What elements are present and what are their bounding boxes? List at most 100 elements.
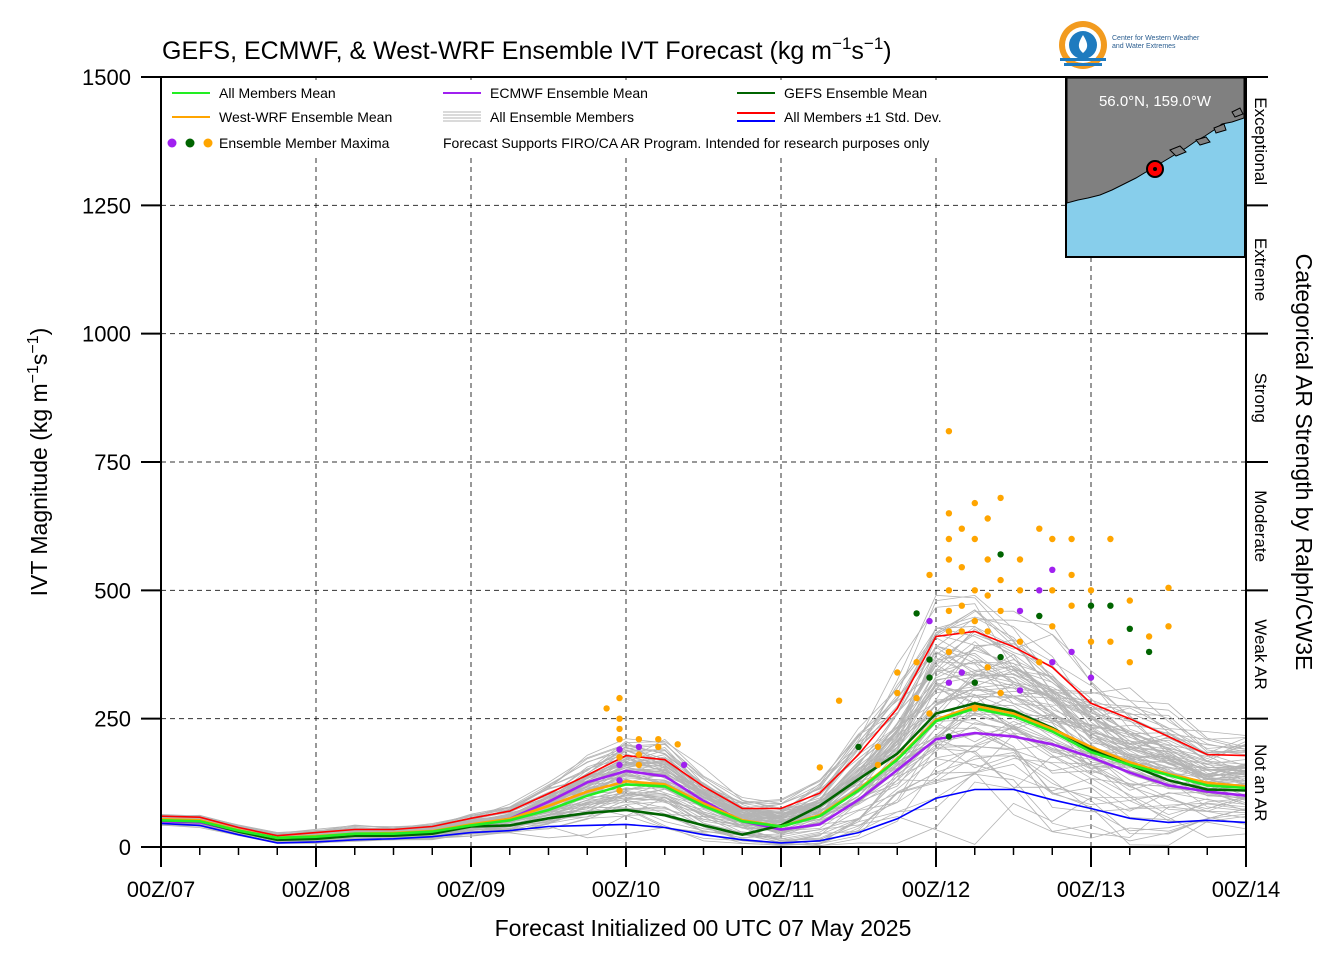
maxima-point	[1126, 597, 1134, 604]
ensemble-member-line	[160, 637, 1247, 836]
ensemble-member-line	[161, 771, 1247, 846]
legend-wrf-mean: West-WRF Ensemble Mean	[219, 109, 392, 125]
maxima-point	[835, 697, 843, 704]
maxima-point	[655, 736, 662, 743]
maxima-point	[1107, 602, 1114, 609]
ensemble-member-line	[160, 633, 1247, 836]
maxima-point	[616, 787, 623, 794]
std_lower-line	[160, 788, 1247, 844]
legend-std: All Members ±1 Std. Dev.	[784, 109, 942, 125]
maxima-point	[971, 705, 978, 712]
y-tick-label: 1000	[82, 322, 131, 347]
maxima-point	[855, 743, 862, 751]
ensemble-member-line	[160, 610, 1247, 835]
maxima-point	[926, 710, 933, 717]
ensemble-member-line	[160, 708, 1247, 839]
maxima-point	[1016, 556, 1024, 563]
ar-category-label: Moderate	[1251, 490, 1270, 562]
maxima-point	[1165, 623, 1172, 630]
y-axis-label: IVT Magnitude (kg m−1s−1)	[25, 328, 52, 597]
legend: All Members Mean West-WRF Ensemble Mean …	[164, 80, 1044, 158]
maxima-point	[945, 428, 953, 435]
ensemble-member-line	[160, 707, 1247, 838]
maxima-point	[616, 715, 623, 722]
maxima-point	[603, 705, 610, 712]
ar-category-label: Extreme	[1251, 238, 1270, 301]
maxima-point	[997, 576, 1004, 584]
maxima-point	[894, 689, 901, 697]
maxima-point	[945, 733, 953, 740]
maxima-point	[913, 610, 920, 617]
maxima-point	[1068, 571, 1075, 579]
maxima-point	[1036, 587, 1043, 594]
maxima-point	[1087, 674, 1095, 681]
y-tick-label: 0	[119, 835, 131, 860]
maxima-point	[616, 725, 623, 733]
maxima-point	[635, 751, 643, 758]
maxima-point	[984, 515, 991, 522]
maxima-point	[1036, 659, 1043, 666]
maxima-point	[1107, 638, 1114, 645]
legend-ecmwf-mean: ECMWF Ensemble Mean	[490, 85, 648, 101]
ar-category-label: Strong	[1251, 373, 1270, 423]
maxima-point	[913, 659, 920, 666]
maxima-point	[1049, 566, 1056, 573]
ensemble-member-line	[160, 594, 1247, 833]
y-tick-label: 1500	[82, 65, 131, 90]
maxima-point	[945, 587, 953, 594]
maxima-point	[1087, 587, 1095, 594]
logo-text-1: Center for Western Weather	[1112, 35, 1200, 42]
x-tick-label: 00Z/09	[437, 877, 506, 902]
maxima-point	[1049, 623, 1056, 630]
maxima-point	[616, 761, 623, 769]
maxima-point	[635, 743, 643, 751]
x-tick-label: 00Z/11	[748, 877, 815, 902]
location-inset-map: 56.0°N, 159.0°W	[1065, 76, 1246, 258]
y-tick-label: 500	[94, 578, 131, 603]
maxima-point	[1049, 535, 1056, 543]
maxima-point	[984, 664, 991, 671]
maxima-point	[997, 653, 1004, 661]
maxima-point	[926, 617, 933, 625]
maxima-point	[958, 602, 965, 609]
inset-coordinates: 56.0°N, 159.0°W	[1099, 93, 1212, 110]
chart-title: GEFS, ECMWF, & West-WRF Ensemble IVT For…	[162, 34, 892, 65]
maxima-point	[816, 764, 823, 771]
y-tick-label: 1250	[82, 193, 131, 218]
ensemble-maxima	[603, 428, 1172, 794]
maxima-point	[984, 592, 991, 599]
ar-category-label: Exceptional	[1251, 97, 1270, 185]
maxima-point	[926, 571, 933, 579]
ensemble-member-line	[160, 732, 1247, 841]
cw3e-logo: Center for Western Weather and Water Ext…	[1059, 21, 1200, 69]
series-lines	[160, 630, 1247, 844]
maxima-point	[1068, 648, 1075, 656]
maxima-point	[913, 694, 920, 702]
maxima-point	[958, 564, 965, 571]
maxima-point	[616, 736, 623, 743]
maxima-point	[997, 607, 1004, 615]
maxima-point	[1049, 587, 1056, 594]
x-tick-label: 00Z/08	[282, 877, 351, 902]
x-tick-label: 00Z/13	[1057, 877, 1126, 902]
legend-gefs-mean: GEFS Ensemble Mean	[784, 85, 927, 101]
maxima-point	[971, 499, 978, 507]
axes: 0 250 500 750 1000 1250 1500 00Z/07 00Z/08 00Z/09…	[82, 65, 1280, 902]
maxima-point	[971, 587, 978, 594]
maxima-point	[1036, 525, 1043, 532]
x-tick-label: 00Z/14	[1212, 877, 1281, 902]
maxima-point	[945, 679, 953, 686]
x-tick-label: 00Z/10	[592, 877, 661, 902]
maxima-point	[894, 669, 901, 676]
x-axis-label: Forecast Initialized 00 UTC 07 May 2025	[495, 915, 912, 941]
maxima-point	[616, 754, 623, 761]
legend-note: Forecast Supports FIRO/CA AR Program. In…	[443, 135, 929, 151]
maxima-point	[1016, 607, 1024, 615]
maxima-point	[945, 648, 953, 656]
maxima-point	[984, 556, 991, 563]
legend-all-mean: All Members Mean	[219, 85, 336, 101]
maxima-point	[874, 743, 882, 751]
maxima-point	[945, 510, 953, 517]
maxima-point	[874, 761, 882, 769]
y-tick-label: 750	[94, 450, 131, 475]
